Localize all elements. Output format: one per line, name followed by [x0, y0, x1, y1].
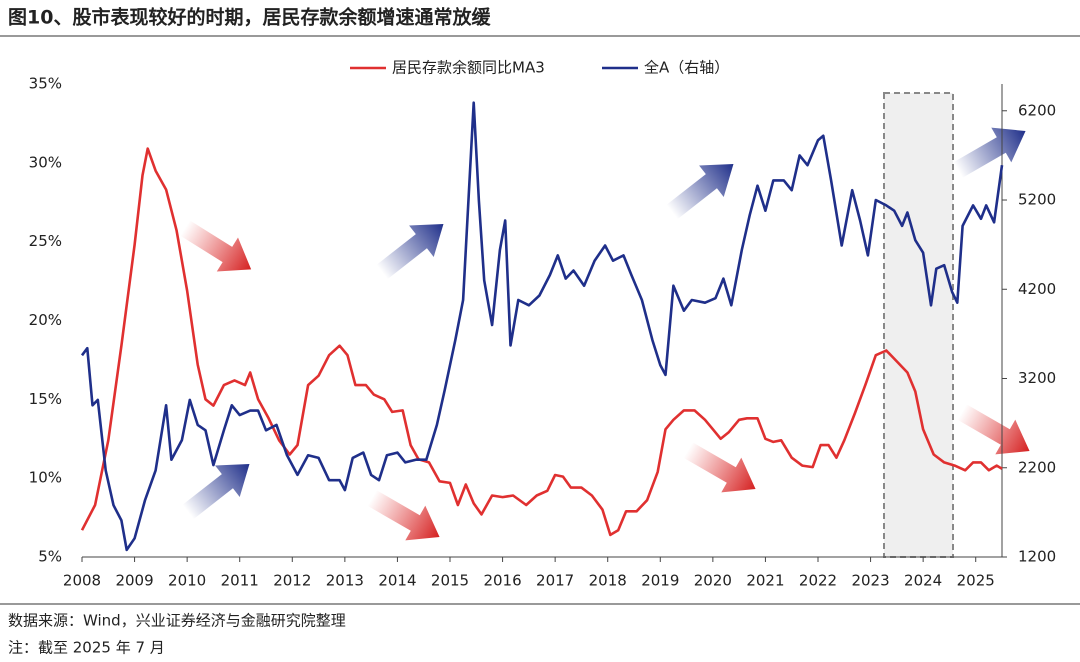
- x-tick-label: 2014: [378, 572, 416, 590]
- y-tick-label: 20%: [29, 311, 62, 329]
- legend-label: 居民存款余额同比MA3: [392, 59, 545, 77]
- x-tick-label: 2022: [799, 572, 837, 590]
- y2-tick-label: 6200: [1018, 101, 1056, 119]
- x-tick-label: 2023: [851, 572, 889, 590]
- x-tick-label: 2008: [63, 572, 101, 590]
- series-line: [80, 147, 1003, 537]
- y2-tick-label: 5200: [1018, 191, 1056, 209]
- x-tick-label: 2015: [431, 572, 469, 590]
- x-tick-label: 2024: [904, 572, 942, 590]
- y2-tick-label: 3200: [1018, 369, 1056, 387]
- x-tick-label: 2019: [641, 572, 679, 590]
- source: 数据来源：Wind，兴业证券经济与金融研究院整理: [8, 612, 346, 630]
- y-tick-label: 10%: [29, 469, 62, 487]
- arrow: [957, 404, 1030, 455]
- x-tick-label: 2016: [483, 572, 521, 590]
- arrow: [376, 223, 444, 280]
- y2-tick-label: 1200: [1018, 548, 1056, 566]
- x-tick-label: 2025: [957, 572, 995, 590]
- series-line: [80, 101, 1004, 552]
- arrows: [180, 127, 1030, 541]
- arrow: [666, 163, 734, 220]
- arrow: [182, 463, 250, 520]
- highlight-box: [883, 92, 954, 558]
- x-tick-label: 2009: [115, 572, 153, 590]
- x-tick-label: 2017: [536, 572, 574, 590]
- arrow: [180, 220, 252, 272]
- arrow: [953, 127, 1026, 178]
- y-tick-label: 5%: [38, 548, 62, 566]
- y-tick-label: 35%: [29, 75, 62, 93]
- x-tick-label: 2012: [273, 572, 311, 590]
- chart-title: 图10、股市表现较好的时期，居民存款余额增速通常放缓: [8, 6, 491, 29]
- x-tick-label: 2020: [694, 572, 732, 590]
- y2-tick-label: 2200: [1018, 458, 1056, 476]
- x-tick-label: 2021: [746, 572, 784, 590]
- y-tick-label: 25%: [29, 232, 62, 250]
- x-tick-label: 2013: [326, 572, 364, 590]
- y2-tick-label: 4200: [1018, 280, 1056, 298]
- y-tick-label: 15%: [29, 390, 62, 408]
- arrow: [367, 490, 440, 541]
- x-tick-label: 2011: [221, 572, 259, 590]
- arrow: [683, 442, 756, 493]
- legend-label: 全A（右轴）: [644, 59, 729, 77]
- y-tick-label: 30%: [29, 153, 62, 171]
- x-tick-label: 2010: [168, 572, 206, 590]
- note: 注：截至 2025 年 7 月: [8, 639, 165, 657]
- x-tick-label: 2018: [589, 572, 627, 590]
